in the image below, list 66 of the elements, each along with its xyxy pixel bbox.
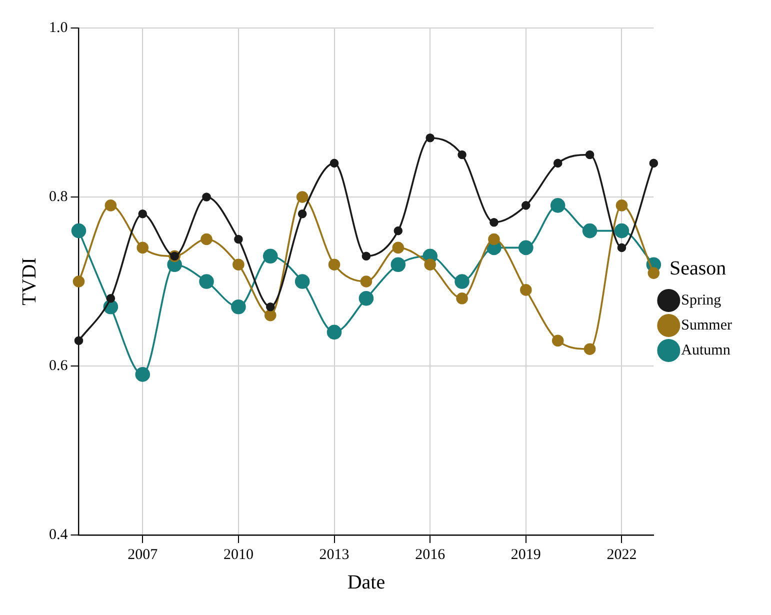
point [362, 252, 371, 261]
point [458, 150, 466, 160]
point [328, 258, 340, 270]
point [394, 226, 403, 236]
point [72, 276, 85, 288]
x-axis-title: Date [347, 571, 386, 594]
x-tick-label: 2016 [415, 546, 446, 563]
y-tick-label: 0.6 [49, 358, 68, 374]
y-axis-title: TVDI [18, 258, 40, 306]
point [424, 258, 436, 270]
point [358, 291, 374, 306]
point [426, 133, 434, 142]
y-tick-label: 1.0 [49, 20, 68, 36]
legend-title: Season [670, 257, 726, 280]
point [553, 158, 562, 168]
point [262, 248, 278, 264]
point [520, 284, 532, 296]
point [392, 242, 404, 254]
point [488, 233, 500, 246]
point [360, 276, 372, 288]
x-tick-label: 2010 [223, 546, 254, 563]
point [614, 223, 630, 238]
point [199, 274, 214, 289]
legend-label: Autumn [681, 342, 731, 358]
point [585, 150, 594, 160]
point [138, 210, 148, 218]
point [390, 257, 406, 272]
x-tick-label: 2019 [510, 546, 541, 563]
point [490, 218, 498, 227]
point [136, 242, 149, 254]
point [616, 200, 628, 212]
point [617, 243, 626, 252]
x-tick-label: 2013 [319, 546, 350, 563]
point [74, 336, 84, 346]
point [648, 267, 660, 279]
point [106, 294, 116, 303]
legend-label: Summer [681, 317, 732, 334]
point [518, 240, 534, 256]
point [456, 292, 468, 304]
point [202, 192, 211, 202]
point [584, 343, 596, 355]
point [550, 198, 566, 213]
point [104, 200, 117, 212]
legend-label: Spring [681, 292, 722, 308]
y-tick-label: 0.8 [49, 188, 68, 205]
point [552, 334, 564, 347]
point [330, 158, 339, 168]
point [234, 234, 243, 244]
point [582, 223, 598, 238]
point [454, 274, 470, 289]
point [649, 158, 658, 168]
point [135, 367, 150, 382]
point [326, 324, 342, 340]
point [294, 274, 310, 289]
point [298, 210, 307, 218]
x-tick-label: 2022 [606, 546, 637, 563]
point [232, 258, 244, 270]
point [522, 201, 530, 210]
point [296, 191, 308, 203]
point [266, 302, 275, 312]
x-tick-label: 2007 [128, 546, 158, 563]
y-tick-label: 0.4 [49, 526, 68, 543]
point [231, 299, 246, 314]
point [71, 223, 86, 238]
point [264, 309, 276, 322]
point [200, 233, 212, 246]
